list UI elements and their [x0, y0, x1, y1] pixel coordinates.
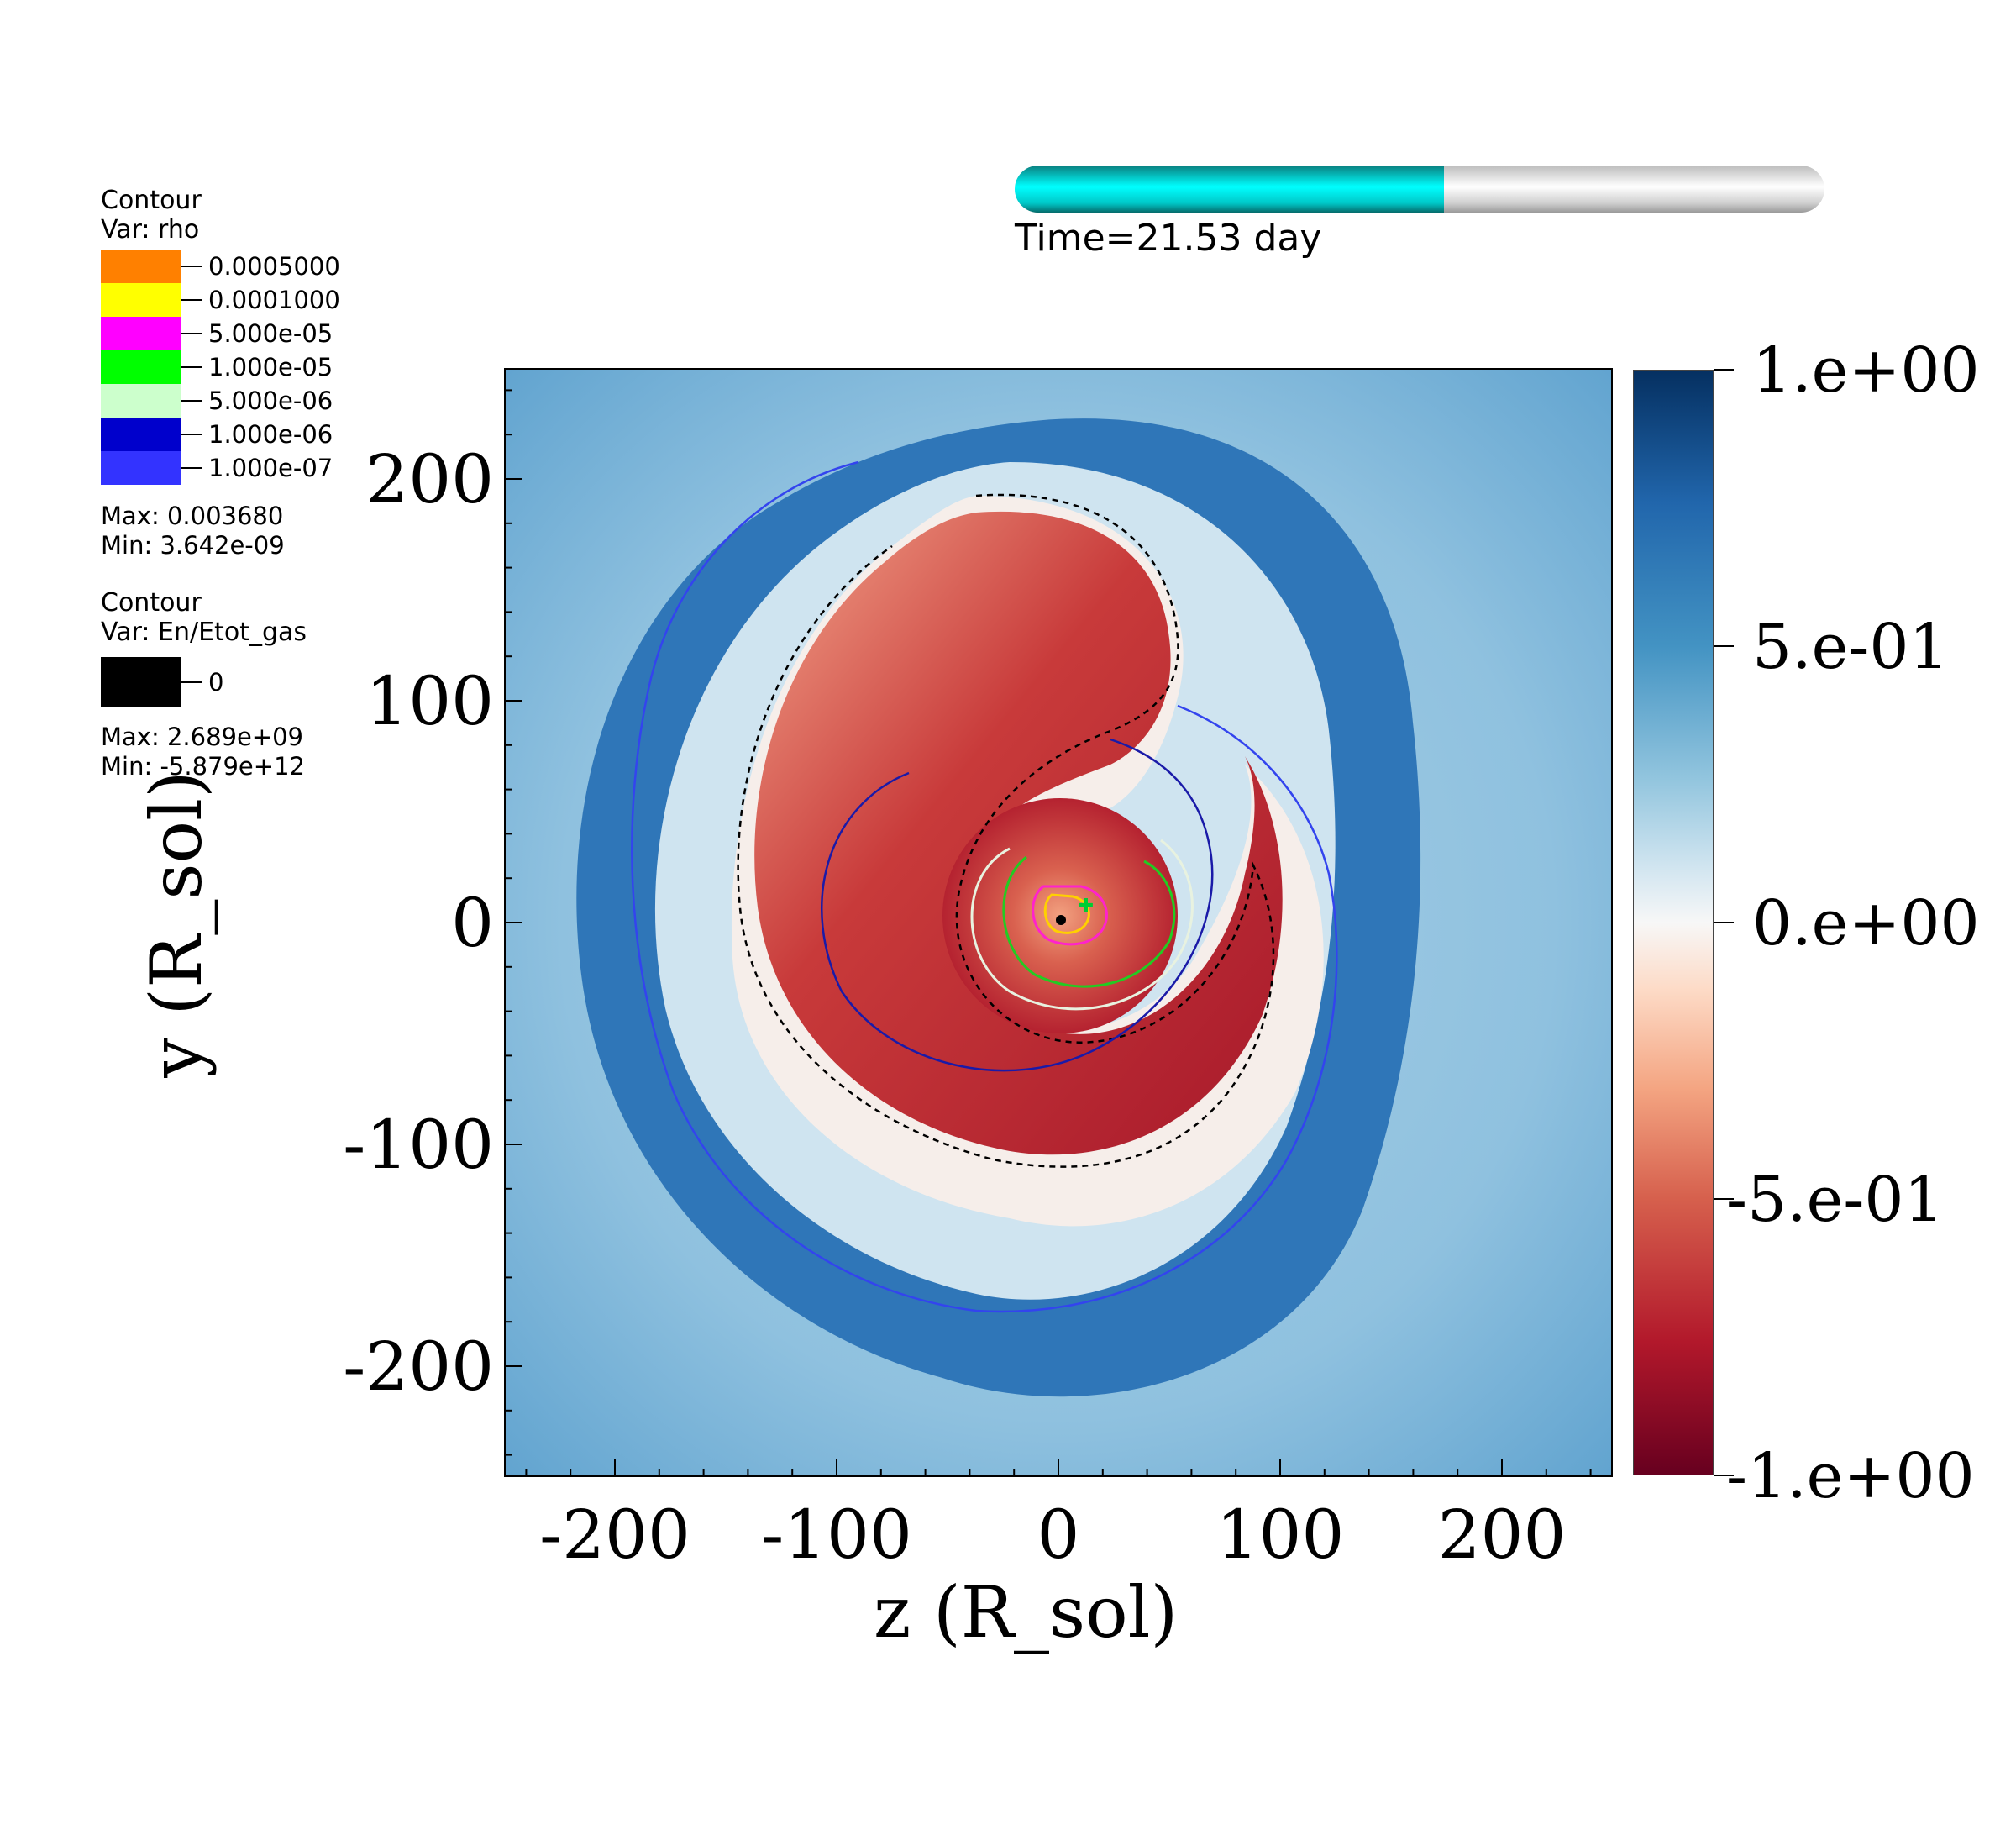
- y-tick-label: -200: [343, 1328, 494, 1406]
- x-tick-label: 100: [1216, 1496, 1345, 1574]
- x-tick-label: 200: [1438, 1496, 1567, 1574]
- colorbar-tick-label: 0.e+00: [1752, 887, 1980, 960]
- legend-rho: Contour Var: rho 0.0005000 0.0001000 5.0…: [101, 186, 340, 560]
- legend-level-label: 1.000e-06: [208, 419, 333, 449]
- colorbar-tick-label: 5.e-01: [1752, 611, 1949, 683]
- legend-tick: [181, 434, 202, 435]
- simulation-slice-image: ✚: [504, 368, 1613, 1477]
- y-tick-label: 200: [365, 440, 494, 518]
- legend-energy-title: Contour Var: En/Etot_gas: [101, 588, 307, 647]
- companion-marker: ✚: [1079, 896, 1094, 917]
- time-progress-bar: [1015, 166, 1824, 213]
- legend-tick: [181, 333, 202, 334]
- legend-swatch: [101, 657, 181, 707]
- legend-level-label: 0.0001000: [208, 285, 340, 314]
- legend-energy: Contour Var: En/Etot_gas 0 Max: 2.689e+0…: [101, 588, 307, 781]
- legend-level-label: 5.000e-05: [208, 318, 333, 348]
- legend-energy-level: 0: [101, 657, 307, 707]
- legend-rho-stats: Max: 0.003680 Min: 3.642e-09: [101, 502, 340, 560]
- legend-level-label: 0.0005000: [208, 251, 340, 281]
- legend-swatch: [101, 350, 181, 384]
- legend-energy-var: Var: En/Etot_gas: [101, 618, 307, 647]
- legend-swatch: [101, 283, 181, 317]
- y-tick-label: 0: [451, 884, 494, 962]
- rho-1e-07-contour: [631, 460, 1338, 1313]
- legend-level-label: 1.000e-07: [208, 453, 333, 482]
- rho-5e-05-contour: [1032, 885, 1108, 946]
- rho-5e-06-contour: [970, 839, 1194, 1011]
- colorbar-tick-label: 1.e+00: [1752, 334, 1980, 407]
- legend-energy-max: Max: 2.689e+09: [101, 723, 304, 751]
- legend-rho-title: Contour Var: rho: [101, 186, 340, 244]
- y-tick-label: 100: [365, 662, 494, 740]
- y-axis-label: y (R_sol): [135, 770, 218, 1078]
- x-axis-label: z (R_sol): [874, 1571, 1179, 1654]
- legend-energy-stats: Max: 2.689e+09 Min: -5.879e+12: [101, 723, 307, 781]
- time-progress-fill: [1015, 166, 1444, 213]
- rho-1e-04-contour: [1043, 893, 1090, 934]
- legend-energy-min: Min: -5.879e+12: [101, 752, 305, 781]
- red-spiral-arm: [754, 511, 1283, 1155]
- legend-rho-level: 0.0005000: [101, 250, 340, 283]
- legend-level-label: 1.000e-05: [208, 352, 333, 381]
- legend-rho-level: 1.000e-06: [101, 418, 340, 451]
- rho-1e-06-contour: [821, 738, 1214, 1072]
- legend-tick: [181, 400, 202, 402]
- legend-rho-var: Var: rho: [101, 215, 200, 244]
- legend-energy-heading: Contour: [101, 588, 202, 618]
- legend-rho-level: 1.000e-07: [101, 451, 340, 485]
- legend-rho-level: 5.000e-05: [101, 317, 340, 350]
- rho-1e-05-contour: [1002, 855, 1176, 988]
- legend-rho-heading: Contour: [101, 186, 202, 215]
- legend-tick: [181, 299, 202, 301]
- x-tick-label: -200: [539, 1496, 690, 1574]
- x-tick-label: -100: [761, 1496, 912, 1574]
- legend-swatch: [101, 418, 181, 451]
- y-tick-label: -100: [343, 1106, 494, 1184]
- legend-rho-level: 5.000e-06: [101, 384, 340, 418]
- legend-rho-level: 0.0001000: [101, 283, 340, 317]
- legend-tick: [181, 467, 202, 469]
- legend-level-label: 0: [208, 667, 224, 697]
- colorbar-tick-label: -1.e+00: [1726, 1440, 1975, 1512]
- x-tick-label: 0: [1037, 1496, 1080, 1574]
- colorbar-tick-label: -5.e-01: [1726, 1164, 1944, 1236]
- star-marker: [1056, 915, 1066, 925]
- legend-swatch: [101, 384, 181, 418]
- legend-tick: [181, 366, 202, 368]
- legend-rho-min: Min: 3.642e-09: [101, 531, 285, 560]
- legend-swatch: [101, 451, 181, 485]
- density-energy-map: ✚: [506, 370, 1611, 1475]
- legend-swatch: [101, 317, 181, 350]
- colorbar: [1633, 370, 1714, 1475]
- legend-level-label: 5.000e-06: [208, 386, 333, 415]
- legend-swatch: [101, 250, 181, 283]
- legend-tick: [181, 266, 202, 267]
- legend-rho-swatches: 0.0005000 0.0001000 5.000e-05 1.000e-05 …: [101, 250, 340, 485]
- time-label: Time=21.53 day: [1015, 217, 1322, 260]
- legend-rho-level: 1.000e-05: [101, 350, 340, 384]
- legend-tick: [181, 681, 202, 683]
- legend-rho-max: Max: 0.003680: [101, 502, 284, 530]
